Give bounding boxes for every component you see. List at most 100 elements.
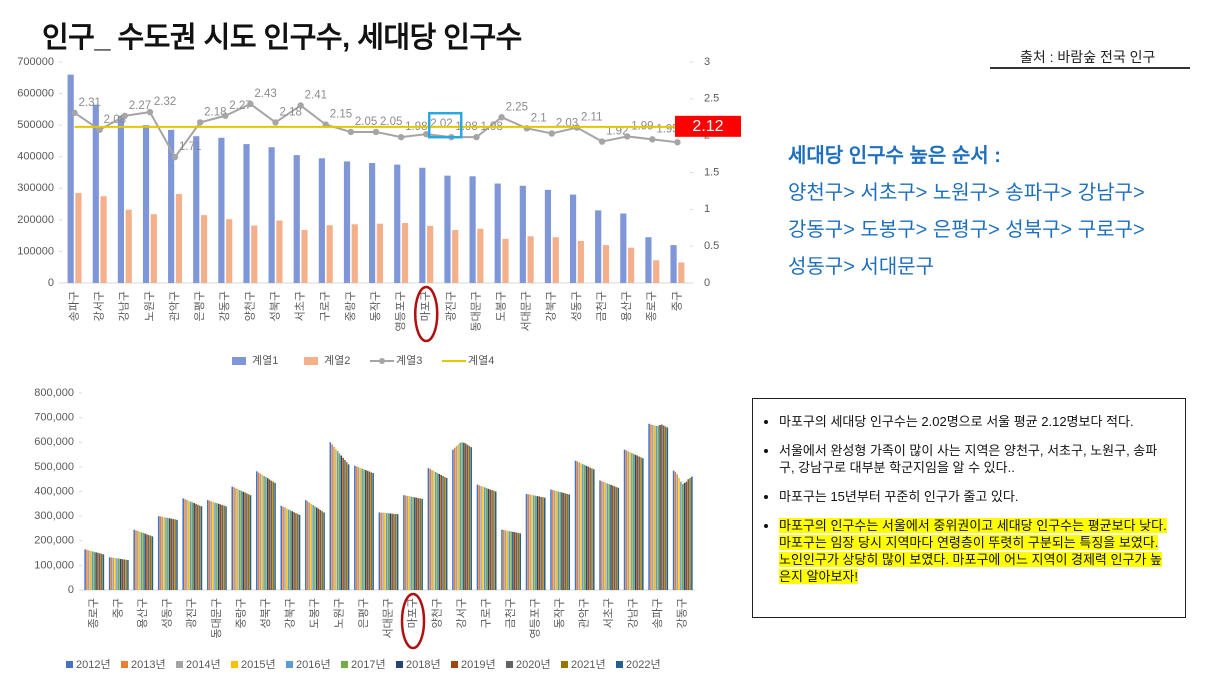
bar [487,488,490,590]
data-label: 2.08 [104,114,126,126]
bar [365,470,367,590]
bar [187,500,190,590]
bar [257,472,260,590]
bar [410,496,412,590]
bar [319,509,322,590]
bar [687,479,689,590]
bar [645,237,652,283]
x-tick-label: 강북구 [545,291,558,321]
bar [149,535,152,590]
bar [135,530,137,590]
bar [376,223,383,283]
x-tick-label: 도봉구 [495,291,508,321]
x-tick-label: 관악구 [578,598,591,628]
annotation-box [675,115,741,137]
x-tick-label: 구로구 [320,291,332,321]
bar [351,224,358,283]
bar [280,505,283,590]
bar [301,229,308,283]
y2-tick-label: 1.5 [704,166,719,178]
bar [225,506,227,590]
bar [533,495,535,590]
bar [655,425,658,590]
legend-swatch [451,661,458,668]
bar [354,465,356,590]
data-label: 1.92 [606,126,628,138]
bar [170,518,173,590]
bar [401,223,409,283]
bar [310,503,313,590]
bar [246,493,248,590]
data-label: 2.11 [581,112,603,124]
bar [286,508,288,590]
bar [415,497,418,590]
line-marker [598,138,606,145]
bar [552,237,559,283]
y2-tick-label: 0 [704,277,710,289]
bar [168,129,175,283]
y2-tick-label: 0.5 [704,240,719,252]
bar [434,472,437,590]
bar [218,137,225,283]
data-label: 1.71 [179,141,201,153]
bar [195,503,197,590]
bar [501,529,503,590]
x-tick-label: 동작구 [553,598,566,628]
y-tick-label: 700,000 [34,412,74,424]
bar [346,462,348,590]
legend-label: 2013년 [131,658,166,671]
x-tick-label: 용산구 [620,291,633,321]
bar [357,467,360,590]
data-label: 2.05 [355,116,377,128]
note: 마포구의 인구수는 서울에서 중위권이고 세대당 인구수는 평균보다 낮다. 마… [779,517,1171,585]
x-tick-label: 동작구 [369,291,382,321]
x-tick-label: 종로구 [88,598,100,628]
y-tick-label: 500,000 [34,461,74,473]
bar [476,484,479,590]
bar [217,503,220,590]
bar [491,490,493,590]
bar [494,183,501,283]
highlight-ring [400,592,426,650]
source: 출처 : 바람숲 전국 인구 [1020,49,1156,65]
bar [67,74,74,283]
x-tick-label: 강동구 [218,291,231,321]
bar [382,512,384,590]
bar [163,517,165,590]
line-marker [473,133,480,141]
line-marker [146,108,154,116]
bar [119,558,122,590]
bar [559,491,561,590]
bar [326,225,333,283]
bar [691,476,693,590]
line-marker [96,126,103,133]
bar [123,559,126,590]
bar [485,488,488,590]
x-tick-label: 도봉구 [308,598,321,628]
bar [519,533,522,590]
bar [342,457,344,590]
bar [421,498,423,590]
bar [585,465,588,590]
bar [574,460,577,590]
bar [270,480,273,590]
bar [666,427,669,590]
bar [276,220,283,283]
note-text: 마포구의 세대당 인구수는 2.02명으로 서울 평균 2.12명보다 적다. [779,414,1134,429]
x-tick-label: 중구 [671,291,683,311]
bar [638,456,640,590]
bar [493,490,495,590]
bar [406,495,409,590]
bar [193,503,195,590]
bar [263,475,265,590]
bar [168,518,171,590]
bar [368,471,371,590]
y2-tick-label: 2.5 [704,93,719,105]
x-tick-label: 성동구 [570,291,583,321]
bar [662,425,665,590]
bar [338,453,341,590]
bar [366,470,369,590]
bar [519,185,526,283]
y-tick-label: 300000 [17,182,54,194]
bar [557,491,560,590]
